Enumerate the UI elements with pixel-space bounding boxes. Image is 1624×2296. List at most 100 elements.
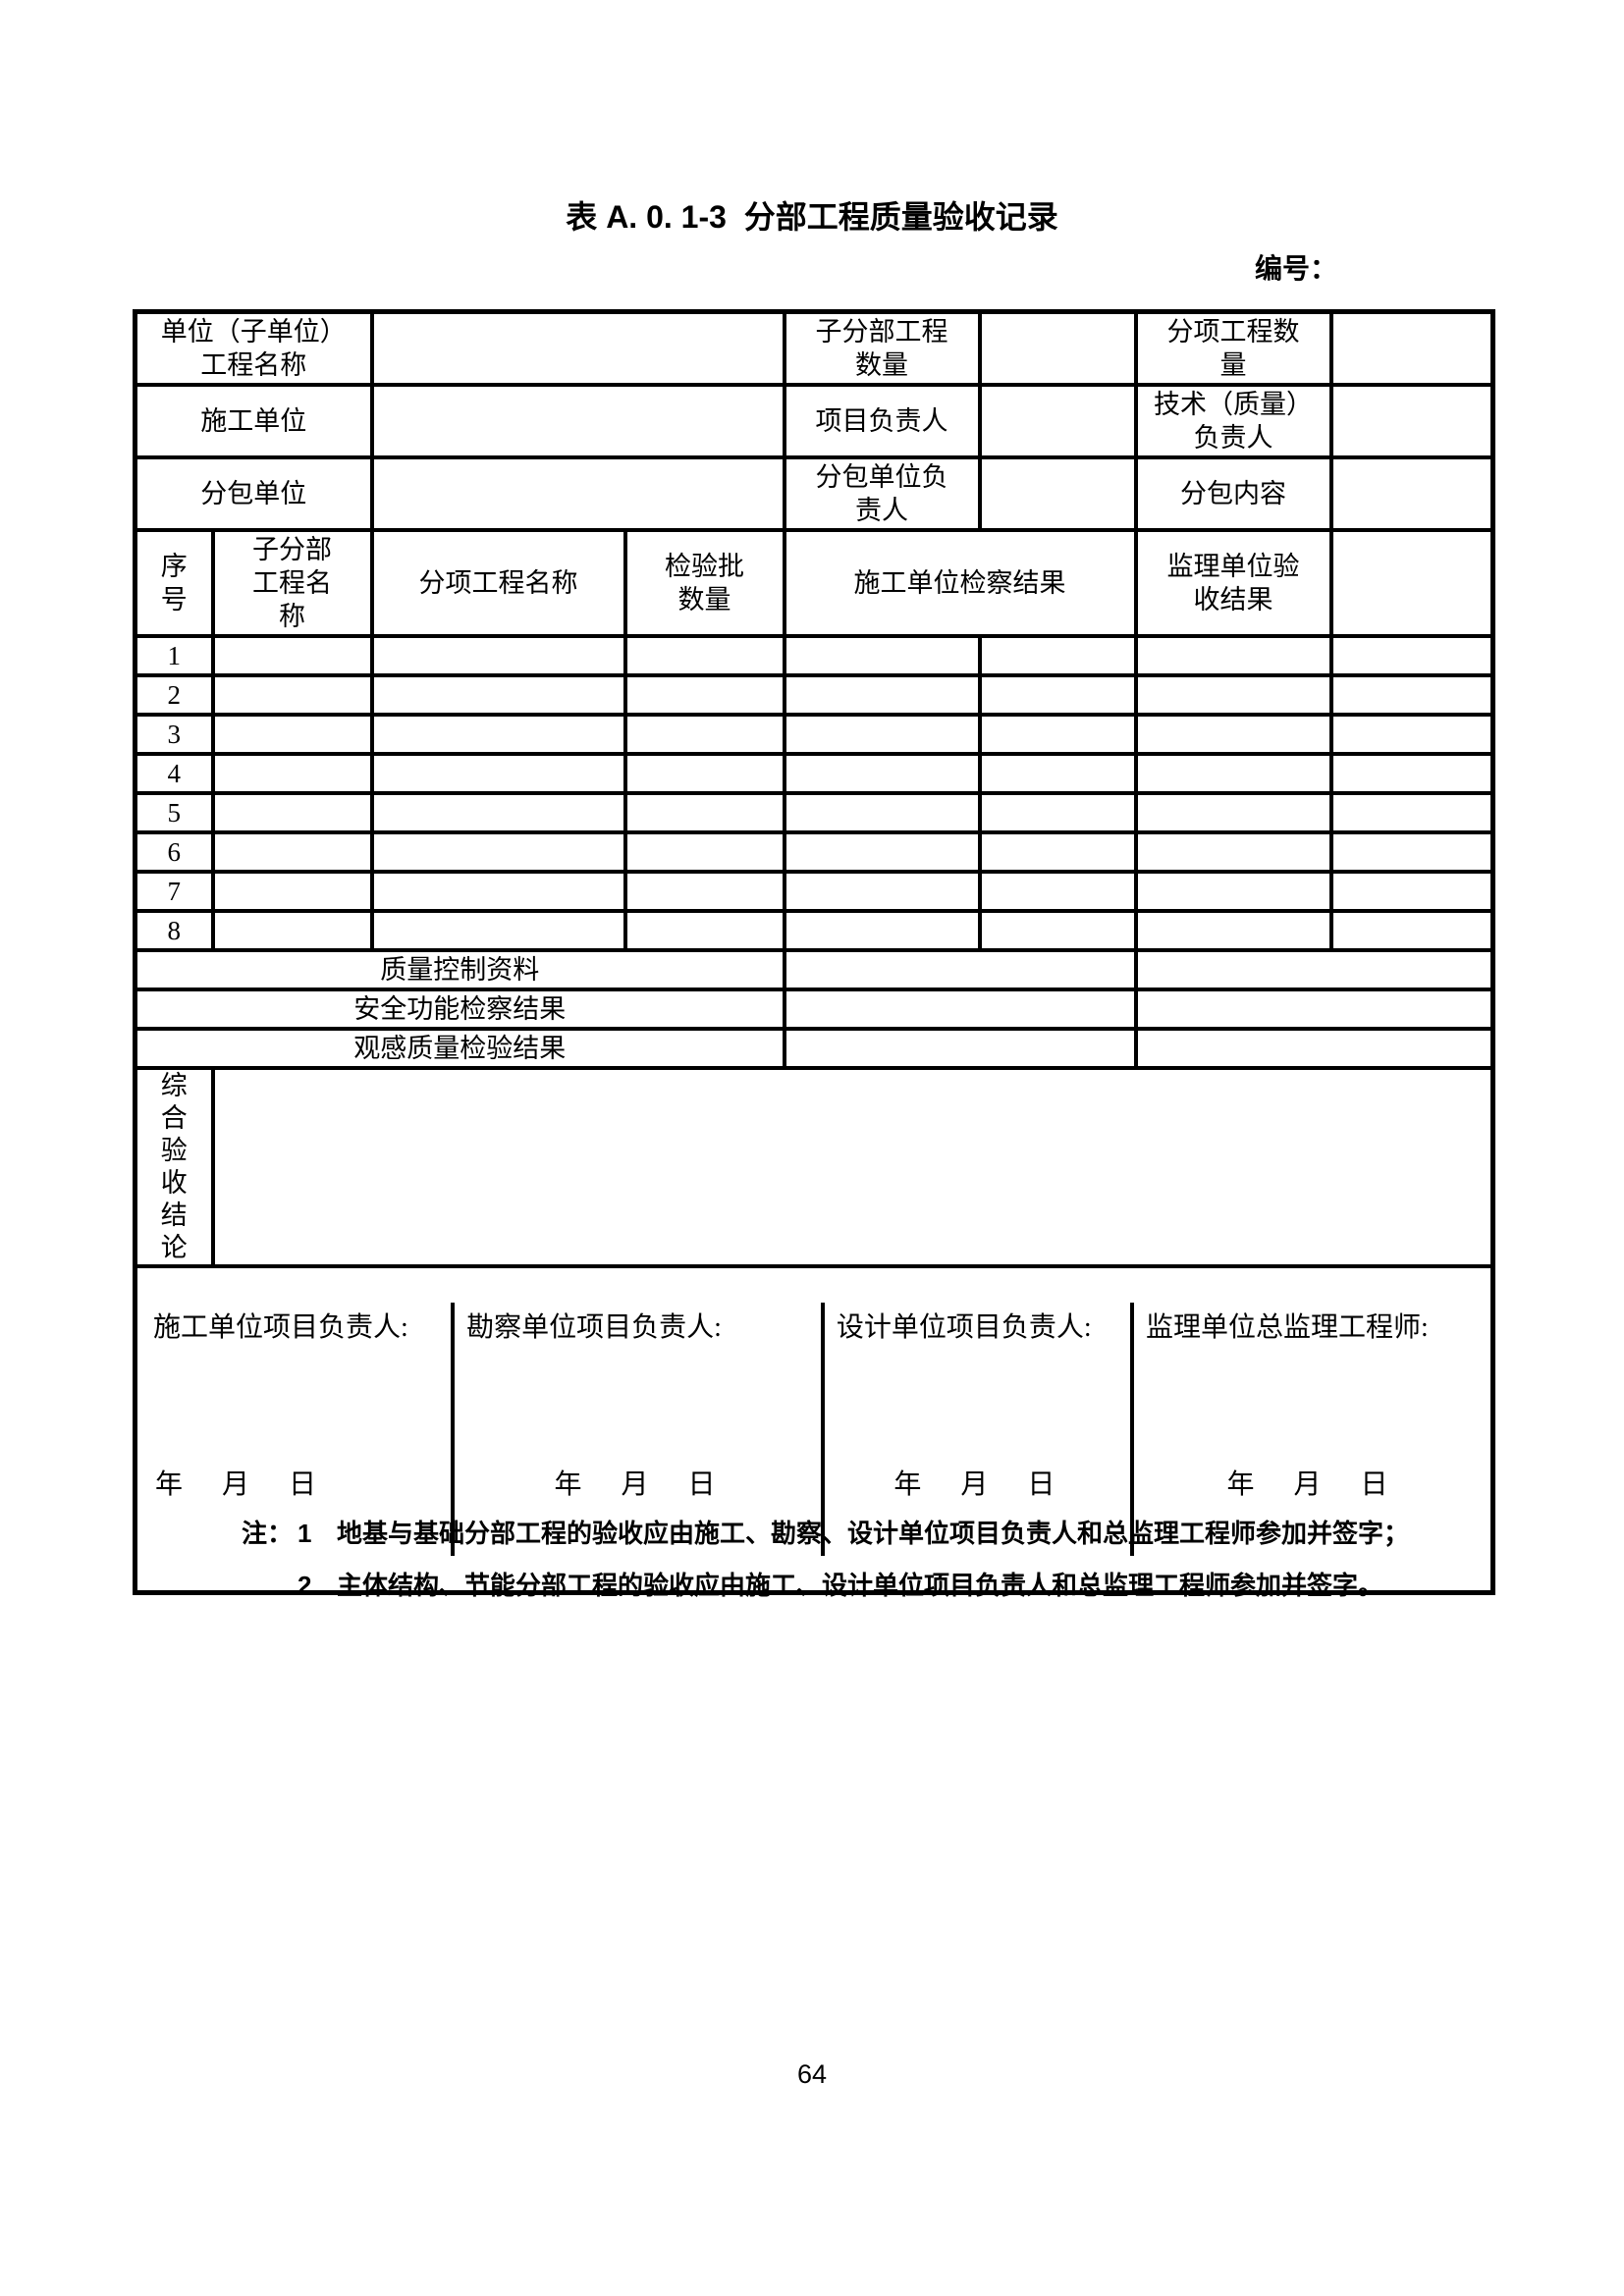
supervision-date-line: 年 月 日 xyxy=(1226,1469,1394,1500)
footnotes: 注： 1 地基与基础分部工程的验收应由施工、勘察、设计单位项目负责人和总监理工程… xyxy=(242,1515,1479,1619)
row-cell xyxy=(369,752,627,795)
row-seq: 1 xyxy=(133,634,215,677)
row-cell xyxy=(623,634,786,677)
signature-cell-supervision: 监理单位总监理工程师: 年 月 日 xyxy=(1129,1303,1487,1556)
row-cell xyxy=(369,673,627,717)
conclusion-label: 综 合 验 收 结 论 xyxy=(133,1066,215,1268)
row-cell xyxy=(369,830,627,874)
row-cell xyxy=(1328,752,1495,795)
row-cell xyxy=(623,791,786,834)
row-cell xyxy=(1133,752,1333,795)
table-row: 3 xyxy=(133,713,1495,756)
row-cell xyxy=(210,909,374,952)
unit-project-name-label: 单位（子单位） 工程名称 xyxy=(133,309,374,387)
supervision-signer-label: 监理单位总监理工程师: xyxy=(1145,1312,1429,1343)
safety-function-result-cell xyxy=(782,988,1138,1031)
row-cell xyxy=(210,830,374,874)
row-cell xyxy=(782,870,982,913)
footnote-prefix: 注： xyxy=(242,1519,294,1548)
footnote-2-text: 主体结构、节能分部工程的验收应由施工、设计单位项目负责人和总监理工程师参加并签字… xyxy=(337,1571,1384,1600)
table-row: 1 xyxy=(133,634,1495,677)
table-row: 7 xyxy=(133,870,1495,913)
row-cell xyxy=(1328,870,1495,913)
conclusion-content-cell xyxy=(210,1066,1495,1268)
subcontract-content-value xyxy=(1328,455,1495,532)
row-seq: 5 xyxy=(133,791,215,834)
table-row: 5 xyxy=(133,791,1495,834)
row-cell xyxy=(977,673,1138,717)
footnote-line-2: 2 主体结构、节能分部工程的验收应由施工、设计单位项目负责人和总监理工程师参加并… xyxy=(298,1567,1479,1604)
info-row-contractor: 施工单位 项目负责人 技术（质量） 负责人 xyxy=(133,383,1495,459)
row-cell xyxy=(210,634,374,677)
row-cell xyxy=(782,673,982,717)
unit-project-name-value xyxy=(369,309,786,387)
table-row: 6 xyxy=(133,830,1495,874)
subcontractor-label: 分包单位 xyxy=(133,455,374,532)
header-item-name: 分项工程名称 xyxy=(369,528,627,638)
table-row: 4 xyxy=(133,752,1495,795)
row-cell xyxy=(369,713,627,756)
quality-control-result-cell xyxy=(782,948,1138,991)
row-cell xyxy=(977,713,1138,756)
info-row-subcontractor: 分包单位 分包单位负 责人 分包内容 xyxy=(133,455,1495,532)
row-cell xyxy=(210,713,374,756)
design-signer-label: 设计单位项目负责人: xyxy=(836,1312,1092,1343)
subcontractor-leader-value xyxy=(977,455,1138,532)
sub-division-count-label: 子分部工程 数量 xyxy=(782,309,982,387)
construction-unit-label: 施工单位 xyxy=(133,383,374,459)
row-seq: 6 xyxy=(133,830,215,874)
row-cell xyxy=(623,673,786,717)
row-cell xyxy=(977,870,1138,913)
acceptance-record-table: 单位（子单位） 工程名称 子分部工程 数量 分项工程数 量 施工单位 项目负责人… xyxy=(133,309,1495,1595)
header-supervisor-result: 监理单位验 收结果 xyxy=(1133,528,1333,638)
project-leader-value xyxy=(977,383,1138,459)
row-cell xyxy=(782,634,982,677)
footnote-line-1: 注： 1 地基与基础分部工程的验收应由施工、勘察、设计单位项目负责人和总监理工程… xyxy=(242,1515,1479,1552)
row-cell xyxy=(1328,830,1495,874)
row-cell xyxy=(977,791,1138,834)
row-seq: 8 xyxy=(133,909,215,952)
table-row: 8 xyxy=(133,909,1495,952)
summary-row-appearance-quality: 观感质量检验结果 xyxy=(133,1027,1495,1070)
row-cell xyxy=(1328,909,1495,952)
signature-cell-survey: 勘察单位项目负责人: 年 月 日 xyxy=(451,1303,821,1556)
row-seq: 7 xyxy=(133,870,215,913)
row-cell xyxy=(977,909,1138,952)
appearance-quality-supervisor-cell xyxy=(1133,1027,1495,1070)
footnote-2-number: 2 xyxy=(298,1571,312,1600)
row-cell xyxy=(782,713,982,756)
row-cell xyxy=(1133,713,1333,756)
subcontractor-value xyxy=(369,455,786,532)
row-cell xyxy=(1133,909,1333,952)
survey-date-line: 年 月 日 xyxy=(554,1469,722,1500)
survey-signer-label: 勘察单位项目负责人: xyxy=(466,1312,722,1343)
row-cell xyxy=(623,870,786,913)
quality-control-label: 质量控制资料 xyxy=(133,948,786,991)
row-cell xyxy=(977,752,1138,795)
row-cell xyxy=(369,870,627,913)
safety-function-label: 安全功能检察结果 xyxy=(133,988,786,1031)
design-date-line: 年 月 日 xyxy=(893,1469,1061,1500)
page-title: 表 A. 0. 1-3 分部工程质量验收记录 xyxy=(566,199,1058,235)
header-contractor-result: 施工单位检察结果 xyxy=(782,528,1138,638)
row-cell xyxy=(210,791,374,834)
page-number: 64 xyxy=(796,2059,828,2089)
item-count-label: 分项工程数 量 xyxy=(1133,309,1333,387)
row-seq: 3 xyxy=(133,713,215,756)
row-cell xyxy=(1328,673,1495,717)
row-cell xyxy=(210,870,374,913)
quality-control-supervisor-cell xyxy=(1133,948,1495,991)
row-seq: 4 xyxy=(133,752,215,795)
row-cell xyxy=(977,634,1138,677)
technical-leader-label: 技术（质量） 负责人 xyxy=(1133,383,1333,459)
header-batch-count: 检验批 数量 xyxy=(623,528,786,638)
row-cell xyxy=(782,752,982,795)
row-cell xyxy=(369,791,627,834)
table-header-row: 序 号 子分部 工程名 称 分项工程名称 检验批 数量 施工单位检察结果 监理单… xyxy=(133,528,1495,638)
item-count-value xyxy=(1328,309,1495,387)
row-cell xyxy=(623,909,786,952)
subcontract-content-label: 分包内容 xyxy=(1133,455,1333,532)
row-cell xyxy=(369,634,627,677)
subcontractor-leader-label: 分包单位负 责人 xyxy=(782,455,982,532)
row-cell xyxy=(782,791,982,834)
